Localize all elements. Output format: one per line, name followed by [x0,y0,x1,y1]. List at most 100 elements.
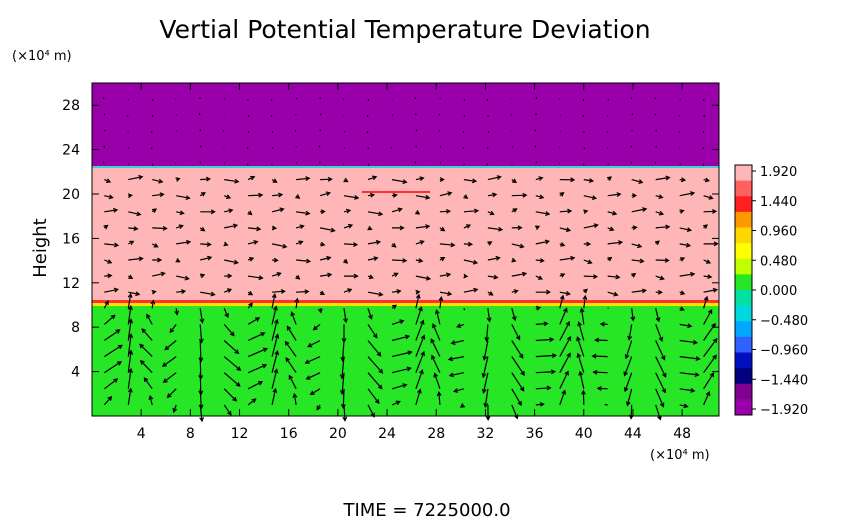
vector-arrow [439,114,440,115]
vector-arrow [368,99,369,101]
vector-arrow [248,131,249,133]
y-tick-label: 8 [71,320,80,336]
vector-arrow [272,147,273,148]
vector-arrow [440,162,441,163]
colorbar-segment [735,181,752,197]
vector-arrow [247,147,248,149]
vector-arrow [295,130,296,131]
vector-arrow [655,162,656,164]
colorbar-segment [735,353,752,369]
vector-arrow [512,147,513,148]
vector-arrow [296,98,297,99]
colorbar-label: 1.440 [760,195,797,210]
y-tick-label: 12 [62,276,80,292]
vector-arrow [655,98,656,100]
layer-lower [92,303,719,416]
colorbar-label: 0.000 [760,284,797,299]
interface-band-top [92,166,719,168]
x-tick-label: 32 [476,426,494,442]
colorbar-segment [735,228,752,244]
colorbar-segment [735,259,752,275]
colorbar: 1.920 1.440 0.960 0.480 0.000 −0.480 −0.960 −1.… [735,165,808,418]
vector-arrow [368,147,369,149]
vector-arrow [271,99,272,100]
colorbar-label: −1.920 [760,403,808,418]
layer-middle [92,167,719,303]
colorbar-segment [735,399,752,415]
y-tick-label: 16 [62,231,80,247]
colorbar-label: −0.480 [760,314,808,329]
colorbar-segment [735,290,752,306]
vector-arrow [128,164,129,165]
vector-arrow [535,146,536,148]
layer-upper [92,83,719,167]
x-tick-label: 20 [329,426,347,442]
y-tick-label: 20 [62,187,80,203]
vector-arrow [439,130,440,131]
x-tick-label: 48 [673,426,691,442]
vector-arrow [463,147,464,148]
y-tick-label: 28 [62,98,80,114]
vector-arrow [679,131,680,132]
colorbar-segment [735,306,752,322]
colorbar-segment [735,337,752,353]
vector-arrow [487,99,488,101]
vector-arrow [608,99,609,100]
vector-arrow [631,162,632,164]
vector-arrow [464,99,465,100]
vector-arrow [367,131,368,133]
colorbar-label: −1.440 [760,373,808,388]
vector-arrow [271,115,272,116]
vector-arrow [679,115,680,116]
colorbar-segment [735,274,752,290]
y-tick-label: 24 [62,143,80,159]
vector-arrow [272,131,273,132]
colorbar-label: 0.960 [760,225,797,240]
x-tick-label: 44 [624,426,642,442]
vector-arrow [367,115,368,117]
x-tick-label: 28 [427,426,445,442]
vector-arrow [464,308,465,310]
vector-arrow [127,115,128,116]
vector-arrow [224,99,225,100]
vector-arrow [464,115,465,116]
vector-arrow [224,147,225,148]
vector-arrow [631,146,632,148]
vector-arrow [680,164,681,165]
colorbar-segment [735,368,752,384]
x-tick-label: 12 [231,426,249,442]
vector-arrow [656,130,657,132]
chart-title: Vertial Potential Temperature Deviation [159,15,650,44]
x-tick-label: 24 [378,426,396,442]
x-tick-label: 36 [526,426,544,442]
x-tick-label: 16 [280,426,298,442]
colorbar-segment [735,321,752,337]
vector-arrow [152,164,153,166]
colorbar-segment [735,243,752,259]
vector-arrow [680,99,681,100]
vector-arrow [536,162,537,164]
vector-arrow [151,131,152,133]
interface-band-red [92,300,719,303]
vector-arrow [632,130,633,132]
colorbar-label: 0.480 [760,254,797,269]
colorbar-label: 1.920 [760,165,797,180]
colorbar-segment [735,384,752,400]
x-tick-label: 4 [137,426,146,442]
vector-arrow [655,114,656,116]
interface-band-yellow [92,303,719,306]
x-unit-label: (×10⁴ m) [650,448,710,463]
colorbar-segment [735,165,752,181]
vector-arrow [511,115,512,116]
vector-arrow [463,131,464,132]
footer-time: TIME = 7225000.0 [342,500,510,519]
colorbar-label: −0.960 [760,344,808,359]
colorbar-segment [735,212,752,228]
vector-arrow [151,147,152,149]
vector-arrow [128,147,129,148]
vector-arrow [656,146,657,148]
y-unit-label: (×10⁴ m) [12,49,72,64]
vector-arrow [583,99,584,101]
